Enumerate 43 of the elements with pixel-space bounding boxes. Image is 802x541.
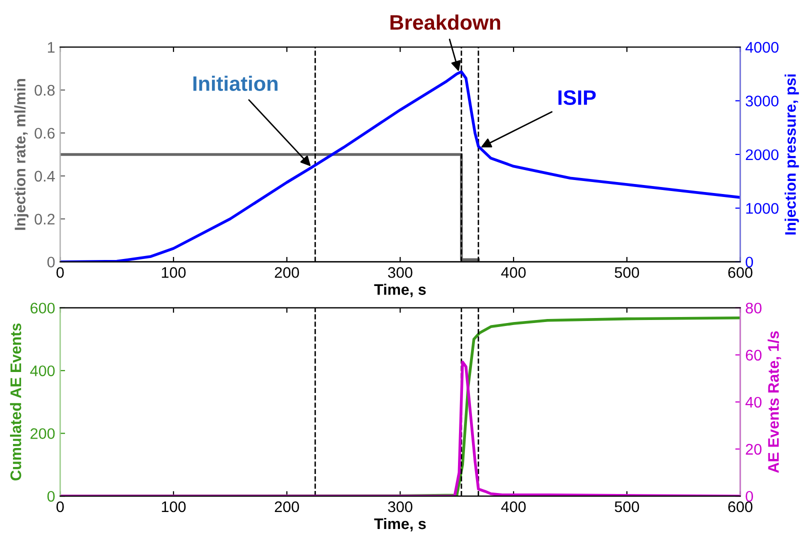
y-tick-label: 600 bbox=[30, 302, 55, 314]
x-tick-label: 500 bbox=[614, 501, 640, 512]
y2-tick-label: 80 bbox=[746, 302, 762, 314]
y2-tick-label: 0 bbox=[746, 256, 754, 268]
x-tick-label: 600 bbox=[728, 267, 752, 278]
x-tick-label: 0 bbox=[56, 501, 64, 512]
y2-axis-title: Injection pressure, psi bbox=[784, 74, 799, 235]
x-tick-label: 200 bbox=[274, 501, 299, 512]
x-tick-label: 200 bbox=[274, 267, 299, 278]
x-axis-title: Time, s bbox=[374, 284, 426, 298]
y2-tick-label: 40 bbox=[745, 396, 762, 408]
annotation: ISIP bbox=[558, 90, 596, 106]
y2-tick-label: 1000 bbox=[746, 203, 778, 214]
y-tick-label: 400 bbox=[30, 365, 55, 376]
x-tick-label: 400 bbox=[501, 267, 526, 278]
x-tick-label: 0 bbox=[56, 267, 64, 278]
y-tick-label: 200 bbox=[30, 428, 55, 440]
y-tick-label: 1 bbox=[48, 42, 55, 53]
y2-tick-label: 60 bbox=[746, 350, 762, 361]
y2-tick-label: 2000 bbox=[746, 149, 778, 160]
x-tick-label: 600 bbox=[728, 501, 752, 512]
y-tick-label: 0 bbox=[47, 256, 55, 268]
y-tick-label: 0.8 bbox=[34, 84, 55, 96]
y2-tick-label: 4000 bbox=[745, 42, 778, 53]
x-axis-title: Time, s bbox=[374, 518, 426, 532]
y2-tick-label: 0 bbox=[746, 490, 754, 502]
y-tick-label: 0.4 bbox=[34, 170, 55, 182]
x-tick-label: 100 bbox=[162, 267, 186, 278]
x-tick-label: 100 bbox=[162, 501, 186, 512]
y-axis-title: Cumulated AE Events bbox=[10, 323, 22, 480]
y-tick-label: 0.2 bbox=[34, 214, 55, 225]
y2-tick-label: 20 bbox=[746, 444, 762, 455]
y2-axis-title: AE Events Rate, 1/s bbox=[768, 331, 782, 473]
y-tick-label: 0 bbox=[47, 490, 55, 502]
y2-tick-label: 3000 bbox=[746, 96, 778, 106]
x-tick-label: 300 bbox=[388, 267, 412, 278]
y-axis-title: Injection rate, ml/min bbox=[14, 78, 28, 230]
annotation: Initiation bbox=[193, 76, 278, 91]
x-tick-label: 500 bbox=[614, 267, 640, 278]
y-tick-label: 0.6 bbox=[34, 128, 55, 139]
x-tick-label: 300 bbox=[388, 501, 412, 512]
annotation: Breakdown bbox=[390, 14, 500, 30]
x-tick-label: 400 bbox=[501, 501, 526, 512]
